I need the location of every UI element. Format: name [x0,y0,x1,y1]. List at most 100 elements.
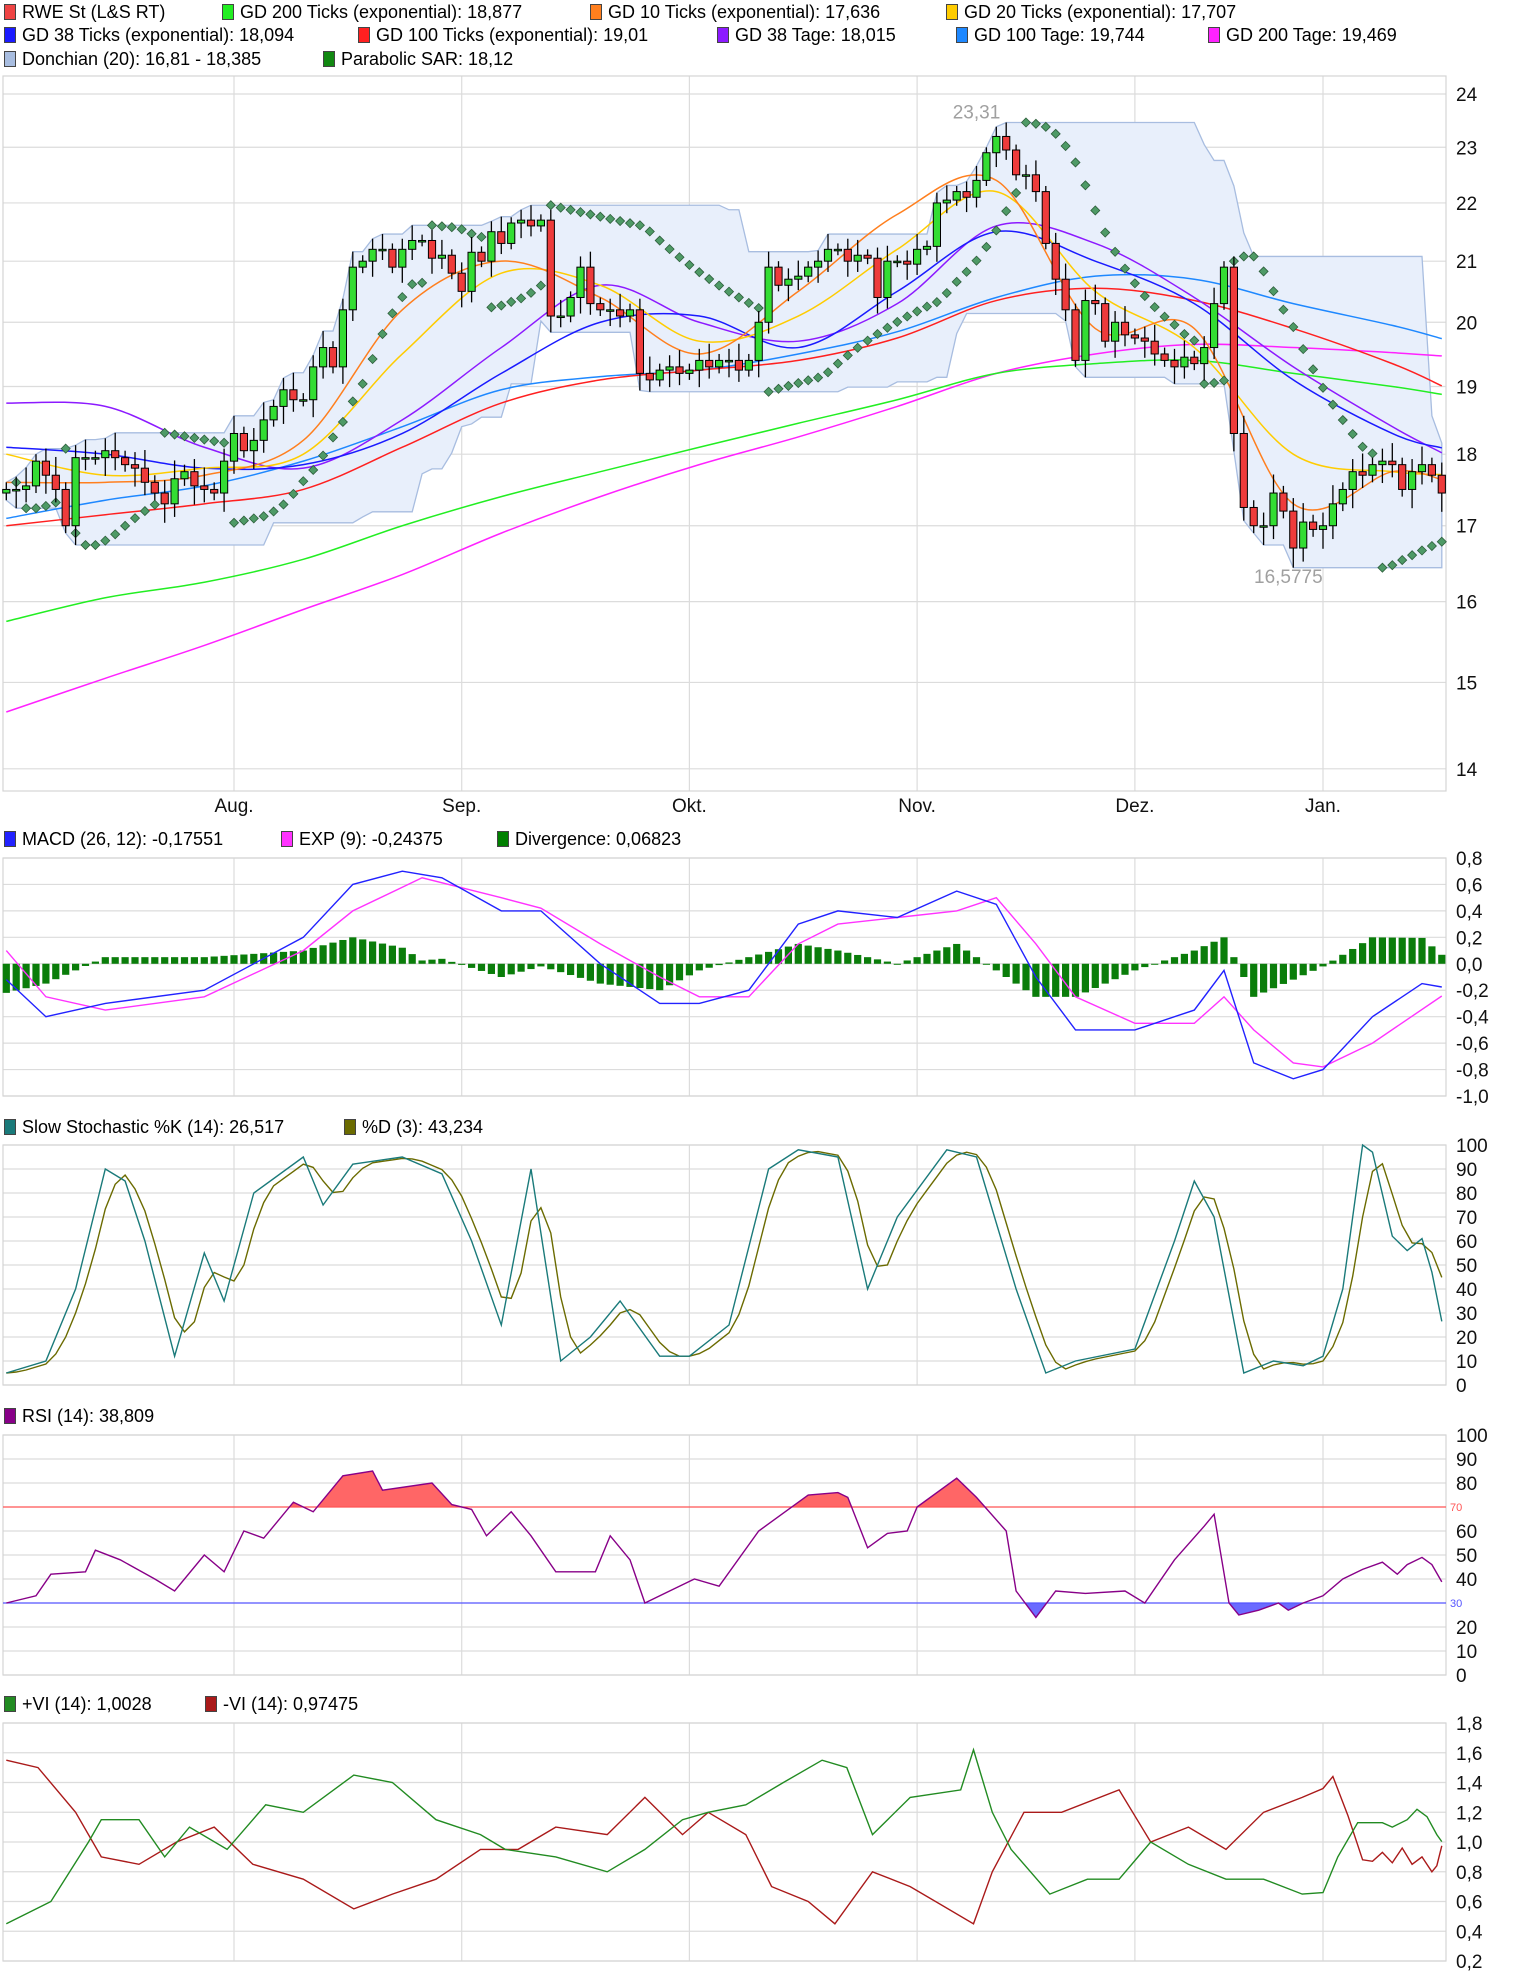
sar-point [436,221,447,232]
legend-gd200-ticks: GD 200 Ticks (exponential): 18,877 [222,1,522,23]
candle-up [764,266,773,323]
sar-point [1139,290,1150,302]
candle-up [229,432,239,462]
sar-point [1070,157,1081,168]
candle-up [913,248,922,265]
candle-down [962,191,971,198]
sar-point [902,311,913,322]
sar-point [417,277,428,288]
sar-point [169,429,180,440]
divergence-bar [289,951,297,964]
candles [2,122,1446,568]
sar-point [278,499,289,510]
legend-label: GD 38 Tage: 18,015 [735,25,896,45]
price-axis-label: 23 [1456,138,1477,159]
sar-point [1050,128,1061,139]
stochastic-axis-label: 50 [1456,1256,1477,1277]
divergence-bar [1131,963,1139,971]
minus-vi-line [6,1759,1443,1925]
candle-up [309,366,318,401]
sar-point [892,316,903,327]
candle-up [724,359,734,363]
rsi-axis-label: 60 [1456,1522,1477,1543]
sar-point [813,372,824,383]
candle-up [823,248,833,262]
divergence-bar [1329,960,1337,964]
divergence-bar [705,963,713,968]
legend-exp: EXP (9): -0,24375 [281,828,443,850]
sar-point [1159,311,1170,322]
candle-up [744,359,753,371]
divergence-bar [824,948,832,964]
candle-down [616,309,625,317]
candle-down [61,488,70,527]
divergence-bar [774,949,783,964]
divergence-bar [854,954,862,964]
price-axis-label: 19 [1456,377,1477,398]
divergence-bar [1309,963,1317,971]
candle-down [596,303,605,311]
sar-point [129,513,141,524]
rsi-line [6,1470,1443,1619]
legend-swatch [4,1696,16,1712]
legend-divergence: Divergence: 0,06823 [497,828,681,850]
legend-label: GD 100 Tage: 19,744 [974,25,1145,45]
moving-average-line [6,359,1442,623]
sar-point [258,511,269,522]
candle-down [1051,242,1060,280]
divergence-bar [477,963,486,971]
divergence-bar [606,963,614,985]
candle-down [289,389,298,401]
sar-point [634,220,645,231]
sar-point [30,503,42,514]
divergence-bar [715,963,723,966]
macd-axis-label: -0,6 [1456,1034,1489,1055]
sar-point [426,220,438,231]
legend-stoch-d: %D (3): 43,234 [344,1116,483,1138]
legend-swatch [1208,27,1220,43]
divergence-bar [883,961,891,964]
rsi-axis-label: 80 [1456,1474,1477,1495]
plot-border [2,1144,1447,1386]
sar-point [189,432,200,443]
sar-point [1347,428,1358,440]
stochastic-axis-label: 80 [1456,1184,1477,1205]
sar-point [40,500,51,512]
price-axis-label: 20 [1456,313,1477,334]
candle-up [715,359,724,368]
divergence-bar [735,959,743,964]
sar-point [1258,266,1269,277]
vortex-axis-label: 1,2 [1456,1803,1482,1824]
divergence-bar [804,945,812,964]
candle-up [259,419,268,441]
legend-gd100-tage: GD 100 Tage: 19,744 [956,24,1145,46]
sar-point [1407,550,1418,561]
price-axis-label: 21 [1456,252,1477,273]
divergence-bar [1408,937,1416,964]
sar-point [219,437,230,448]
sar-point [852,342,863,353]
sar-point [1080,180,1091,191]
candle-down [843,248,852,262]
divergence-bar [834,950,842,964]
legend-swatch [323,51,335,67]
legend-minus-vi: -VI (14): 0,97475 [205,1693,358,1715]
legend-swatch [4,4,16,20]
candle-down [1279,492,1288,512]
sar-point [941,287,952,299]
sar-point [397,292,408,303]
sar-point [912,306,923,317]
vortex-panel: 0,2 0,4 0,6 0,8 1,0 1,2 1,4 1,6 1,8 [2,1714,1483,1973]
divergence-bar [695,963,703,971]
sar-point [664,244,675,255]
candle-down [121,457,130,466]
vortex-axis-label: 0,8 [1456,1863,1482,1884]
candle-down [130,464,140,469]
sar-point [931,297,942,308]
candle-up [665,366,674,371]
candle-down [863,254,872,259]
candle-down [1061,278,1070,311]
sar-point [555,202,566,213]
divergence-bar [101,957,109,964]
legend-label: Parabolic SAR: 18,12 [341,49,514,69]
